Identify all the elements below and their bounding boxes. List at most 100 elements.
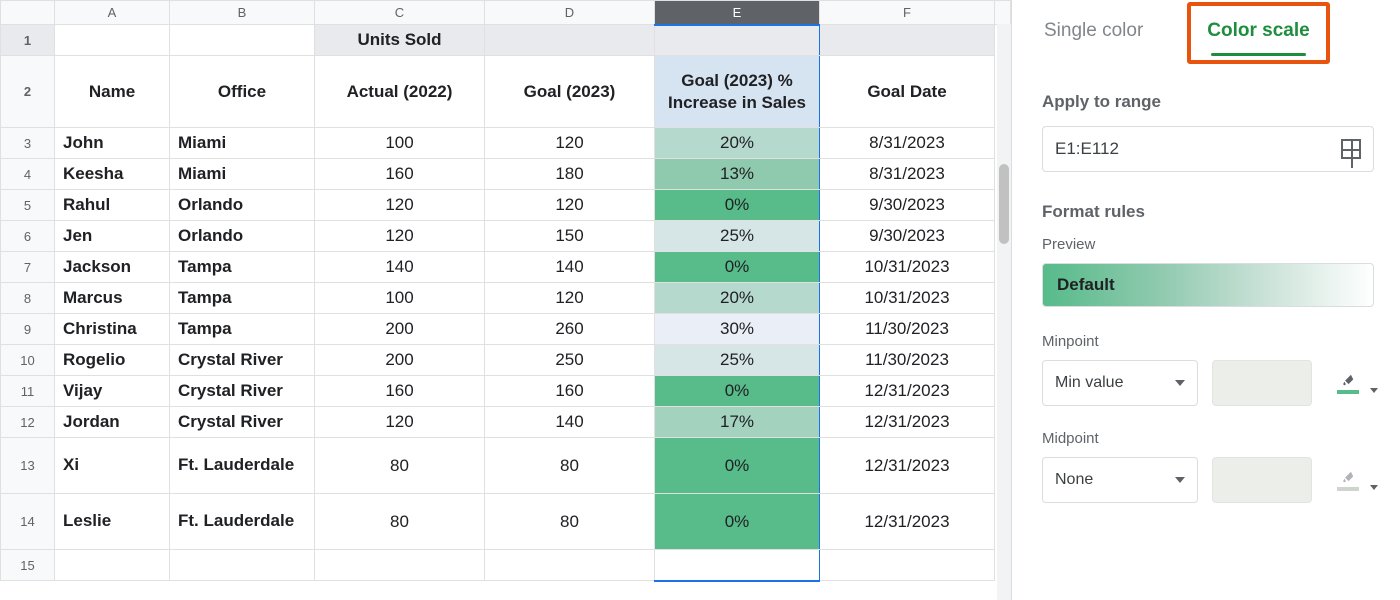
cell-office[interactable]: Orlando xyxy=(170,190,315,221)
tab-color-scale[interactable]: Color scale xyxy=(1205,14,1311,48)
cell-actual[interactable]: 80 xyxy=(315,494,485,550)
cell-name[interactable]: Rogelio xyxy=(55,345,170,376)
cell-D1[interactable] xyxy=(485,25,655,56)
cell-name[interactable]: Vijay xyxy=(55,376,170,407)
cell-A2[interactable]: Name xyxy=(55,56,170,128)
cell-name[interactable]: Jordan xyxy=(55,407,170,438)
cell-C2[interactable]: Actual (2022) xyxy=(315,56,485,128)
cell-F1[interactable] xyxy=(820,25,995,56)
vertical-scrollbar[interactable] xyxy=(997,24,1011,600)
cell-pct[interactable]: 0% xyxy=(655,494,820,550)
cell-actual[interactable]: 160 xyxy=(315,159,485,190)
cell-pct[interactable]: 30% xyxy=(655,314,820,345)
cell-office[interactable]: Miami xyxy=(170,159,315,190)
cell-date[interactable]: 11/30/2023 xyxy=(820,314,995,345)
cell[interactable] xyxy=(170,550,315,581)
cell-actual[interactable]: 120 xyxy=(315,190,485,221)
col-header-A[interactable]: A xyxy=(55,1,170,25)
midpoint-color-button[interactable] xyxy=(1326,457,1370,503)
row-header-1[interactable]: 1 xyxy=(1,25,55,56)
cell-date[interactable]: 10/31/2023 xyxy=(820,252,995,283)
row-header[interactable]: 11 xyxy=(1,376,55,407)
cell-actual[interactable]: 100 xyxy=(315,283,485,314)
cell-date[interactable]: 12/31/2023 xyxy=(820,438,995,494)
cell-name[interactable]: Jackson xyxy=(55,252,170,283)
cell-C1[interactable]: Units Sold xyxy=(315,25,485,56)
cell-pct[interactable]: 20% xyxy=(655,128,820,159)
cell-pct[interactable]: 0% xyxy=(655,376,820,407)
cell-actual[interactable]: 100 xyxy=(315,128,485,159)
cell-office[interactable]: Orlando xyxy=(170,221,315,252)
cell[interactable] xyxy=(820,550,995,581)
cell-office[interactable]: Tampa xyxy=(170,252,315,283)
cell-date[interactable]: 9/30/2023 xyxy=(820,221,995,252)
cell-date[interactable]: 8/31/2023 xyxy=(820,159,995,190)
row-header[interactable]: 15 xyxy=(1,550,55,581)
row-header[interactable]: 12 xyxy=(1,407,55,438)
cell[interactable] xyxy=(55,550,170,581)
cell-goal[interactable]: 120 xyxy=(485,283,655,314)
cell-E2[interactable]: Goal (2023) % Increase in Sales xyxy=(655,56,820,128)
cell-actual[interactable]: 120 xyxy=(315,407,485,438)
cell-date[interactable]: 10/31/2023 xyxy=(820,283,995,314)
col-header-D[interactable]: D xyxy=(485,1,655,25)
cell-goal[interactable]: 140 xyxy=(485,252,655,283)
minpoint-select[interactable]: Min value xyxy=(1042,360,1198,406)
apply-range-input[interactable]: E1:E112 xyxy=(1042,126,1374,172)
cell-date[interactable]: 11/30/2023 xyxy=(820,345,995,376)
row-header[interactable]: 5 xyxy=(1,190,55,221)
select-all-corner[interactable] xyxy=(1,1,55,25)
cell-date[interactable]: 12/31/2023 xyxy=(820,494,995,550)
cell-pct[interactable]: 0% xyxy=(655,190,820,221)
row-header[interactable]: 9 xyxy=(1,314,55,345)
cell-pct[interactable]: 0% xyxy=(655,252,820,283)
minpoint-color-button[interactable] xyxy=(1326,360,1370,406)
cell-date[interactable]: 12/31/2023 xyxy=(820,407,995,438)
cell-goal[interactable]: 260 xyxy=(485,314,655,345)
row-header-2[interactable]: 2 xyxy=(1,56,55,128)
minpoint-value-input[interactable] xyxy=(1212,360,1312,406)
col-header-F[interactable]: F xyxy=(820,1,995,25)
cell-goal[interactable]: 120 xyxy=(485,190,655,221)
cell-name[interactable]: Marcus xyxy=(55,283,170,314)
cell-actual[interactable]: 80 xyxy=(315,438,485,494)
cell-office[interactable]: Ft. Lauderdale xyxy=(170,494,315,550)
cell-F2[interactable]: Goal Date xyxy=(820,56,995,128)
cell-pct[interactable]: 0% xyxy=(655,438,820,494)
row-header[interactable]: 4 xyxy=(1,159,55,190)
col-header-B[interactable]: B xyxy=(170,1,315,25)
cell-goal[interactable]: 150 xyxy=(485,221,655,252)
cell-goal[interactable]: 80 xyxy=(485,438,655,494)
scrollbar-thumb[interactable] xyxy=(999,164,1009,244)
cell-date[interactable]: 12/31/2023 xyxy=(820,376,995,407)
cell[interactable] xyxy=(315,550,485,581)
tab-single-color[interactable]: Single color xyxy=(1042,14,1145,48)
row-header[interactable]: 10 xyxy=(1,345,55,376)
cell-goal[interactable]: 180 xyxy=(485,159,655,190)
cell-name[interactable]: Keesha xyxy=(55,159,170,190)
cell-name[interactable]: Leslie xyxy=(55,494,170,550)
cell-office[interactable]: Tampa xyxy=(170,283,315,314)
row-header[interactable]: 6 xyxy=(1,221,55,252)
row-header[interactable]: 8 xyxy=(1,283,55,314)
cell-actual[interactable]: 140 xyxy=(315,252,485,283)
select-range-icon[interactable] xyxy=(1341,139,1361,159)
cell-name[interactable]: Xi xyxy=(55,438,170,494)
cell-office[interactable]: Miami xyxy=(170,128,315,159)
cell[interactable] xyxy=(655,550,820,581)
cell-pct[interactable]: 25% xyxy=(655,221,820,252)
cell-actual[interactable]: 120 xyxy=(315,221,485,252)
cell-goal[interactable]: 160 xyxy=(485,376,655,407)
cell-date[interactable]: 9/30/2023 xyxy=(820,190,995,221)
cell-office[interactable]: Ft. Lauderdale xyxy=(170,438,315,494)
cell-pct[interactable]: 13% xyxy=(655,159,820,190)
midpoint-select[interactable]: None xyxy=(1042,457,1198,503)
cell-actual[interactable]: 200 xyxy=(315,345,485,376)
cell-pct[interactable]: 20% xyxy=(655,283,820,314)
cell-name[interactable]: John xyxy=(55,128,170,159)
cell-pct[interactable]: 25% xyxy=(655,345,820,376)
col-header-C[interactable]: C xyxy=(315,1,485,25)
cell-goal[interactable]: 80 xyxy=(485,494,655,550)
cell-office[interactable]: Crystal River xyxy=(170,376,315,407)
cell-A1[interactable] xyxy=(55,25,170,56)
